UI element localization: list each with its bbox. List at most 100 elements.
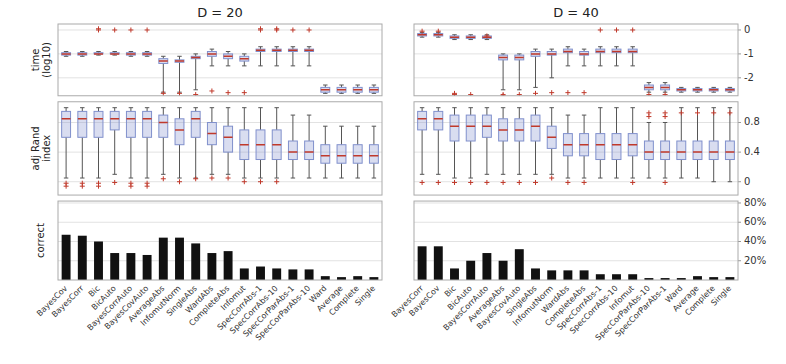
whisker-low	[567, 53, 568, 66]
median	[612, 144, 621, 146]
median	[288, 50, 297, 52]
box	[693, 89, 702, 91]
grid-line	[58, 122, 382, 123]
median	[563, 51, 572, 53]
median	[661, 151, 670, 153]
box	[450, 115, 459, 141]
bar	[434, 246, 443, 280]
flier	[436, 180, 441, 185]
cap-low	[226, 174, 230, 175]
box	[337, 145, 346, 164]
whisker-low	[648, 160, 649, 179]
bar	[305, 269, 314, 280]
flier	[436, 29, 441, 34]
cap-high	[614, 46, 618, 47]
flier	[501, 180, 506, 185]
flier	[582, 90, 587, 95]
whisker-low	[163, 137, 164, 174]
grid-line	[414, 29, 738, 30]
whisker-high	[195, 108, 196, 112]
grid-line	[58, 222, 382, 223]
cap-low	[517, 174, 521, 175]
median	[677, 89, 686, 91]
flier	[646, 92, 651, 96]
box	[191, 56, 200, 58]
cap-high	[533, 49, 537, 50]
whisker-low	[244, 61, 245, 66]
whisker-low	[276, 52, 277, 66]
cap-low	[112, 55, 116, 56]
grid-line	[58, 181, 382, 182]
box	[353, 87, 362, 92]
median	[693, 89, 702, 91]
flier	[468, 92, 473, 96]
cap-low	[274, 65, 278, 66]
whisker-low	[292, 160, 293, 179]
whisker-low	[211, 145, 212, 175]
cap-high	[291, 115, 295, 116]
median	[224, 137, 233, 139]
cap-high	[647, 122, 651, 123]
flier	[274, 179, 279, 184]
cap-high	[339, 85, 343, 86]
grid-line	[414, 181, 738, 182]
cap-high	[630, 107, 634, 108]
cap-low	[598, 65, 602, 66]
cap-low	[226, 65, 230, 66]
grid-line	[414, 77, 738, 78]
panel: adj Randindex	[30, 102, 383, 195]
cap-high	[177, 56, 181, 57]
bar	[499, 261, 508, 280]
whisker-low	[98, 137, 99, 178]
whisker-low	[567, 156, 568, 178]
cap-low	[210, 174, 214, 175]
cap-high	[64, 107, 68, 108]
whisker-high	[179, 108, 180, 119]
bar	[159, 238, 168, 280]
box	[725, 89, 734, 91]
frame	[414, 24, 738, 96]
bar	[612, 274, 621, 280]
median	[337, 155, 346, 157]
cap-low	[436, 174, 440, 175]
bar	[191, 243, 200, 280]
cap-low	[663, 178, 667, 179]
box	[644, 141, 653, 160]
flier	[517, 92, 522, 96]
flier	[307, 27, 312, 32]
median	[321, 89, 330, 91]
panel: 00.40.8	[414, 102, 760, 195]
box	[482, 115, 491, 137]
grid-line	[58, 260, 382, 261]
median	[434, 118, 443, 120]
title: D = 20	[197, 5, 243, 20]
median	[725, 89, 734, 91]
cap-low	[420, 174, 424, 175]
flier	[145, 184, 150, 189]
bar	[466, 261, 475, 280]
box	[143, 53, 152, 55]
cap-low	[339, 93, 343, 94]
flier	[193, 92, 198, 96]
box	[369, 87, 378, 92]
panel: 20%40%60%80%BayesCorrBayesCovBicBicAutoB…	[390, 197, 766, 342]
median	[143, 53, 152, 55]
cap-low	[323, 178, 327, 179]
grid-line	[58, 202, 382, 203]
plot-area	[58, 102, 382, 195]
median	[531, 125, 540, 127]
whisker-low	[163, 63, 164, 92]
median	[628, 51, 637, 53]
cap-low	[711, 181, 715, 182]
y-label-line: time	[30, 49, 41, 72]
tick-label: 0	[744, 176, 750, 187]
median	[580, 144, 589, 146]
flier	[679, 110, 684, 115]
whisker-high	[147, 108, 148, 112]
cap-low	[501, 89, 505, 90]
cap-low	[679, 92, 683, 93]
cap-high	[468, 107, 472, 108]
cap-high	[339, 126, 343, 127]
cap-high	[372, 85, 376, 86]
median	[305, 50, 314, 52]
